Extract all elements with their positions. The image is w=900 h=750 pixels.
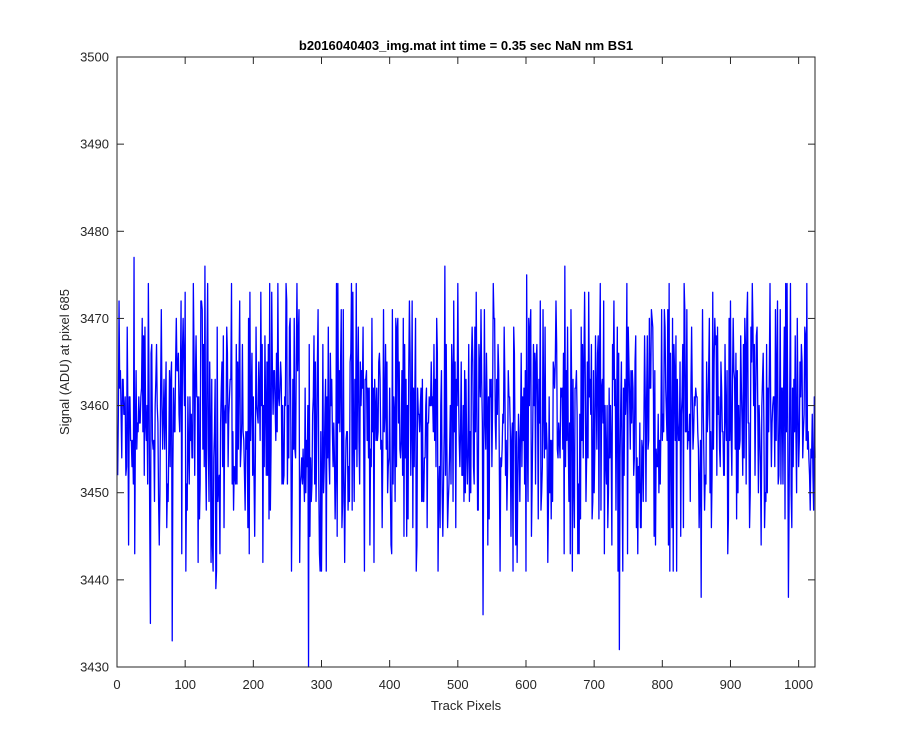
x-tick-label: 400 bbox=[379, 677, 401, 692]
x-tick-label: 1000 bbox=[784, 677, 813, 692]
y-tick-label: 3450 bbox=[80, 485, 109, 500]
series-line bbox=[117, 256, 816, 668]
y-tick-label: 3500 bbox=[80, 50, 109, 65]
chart-title: b2016040403_img.mat int time = 0.35 sec … bbox=[299, 38, 633, 53]
y-tick-label: 3430 bbox=[80, 660, 109, 675]
y-tick-label: 3470 bbox=[80, 311, 109, 326]
x-tick-label: 500 bbox=[447, 677, 469, 692]
y-tick-label: 3480 bbox=[80, 224, 109, 239]
y-tick-label: 3490 bbox=[80, 137, 109, 152]
y-tick-labels: 3430 3440 3450 3460 3470 3480 3490 3500 bbox=[80, 50, 109, 675]
x-tick-label: 700 bbox=[583, 677, 605, 692]
series-group bbox=[117, 256, 816, 668]
x-axis-label: Track Pixels bbox=[431, 698, 502, 713]
plot-area bbox=[117, 57, 815, 667]
x-tick-labels: 0 100 200 300 400 500 600 700 800 900 1000 bbox=[113, 677, 813, 692]
x-tick-label: 300 bbox=[311, 677, 333, 692]
x-tick-label: 200 bbox=[242, 677, 264, 692]
x-tick-label: 100 bbox=[174, 677, 196, 692]
x-tick-label: 0 bbox=[113, 677, 120, 692]
y-tick-label: 3460 bbox=[80, 398, 109, 413]
y-tick-label: 3440 bbox=[80, 572, 109, 587]
axes-box bbox=[116, 56, 816, 668]
x-tick-label: 900 bbox=[720, 677, 742, 692]
x-tick-label: 600 bbox=[515, 677, 537, 692]
y-axis-label: Signal (ADU) at pixel 685 bbox=[57, 289, 72, 435]
x-tick-label: 800 bbox=[651, 677, 673, 692]
